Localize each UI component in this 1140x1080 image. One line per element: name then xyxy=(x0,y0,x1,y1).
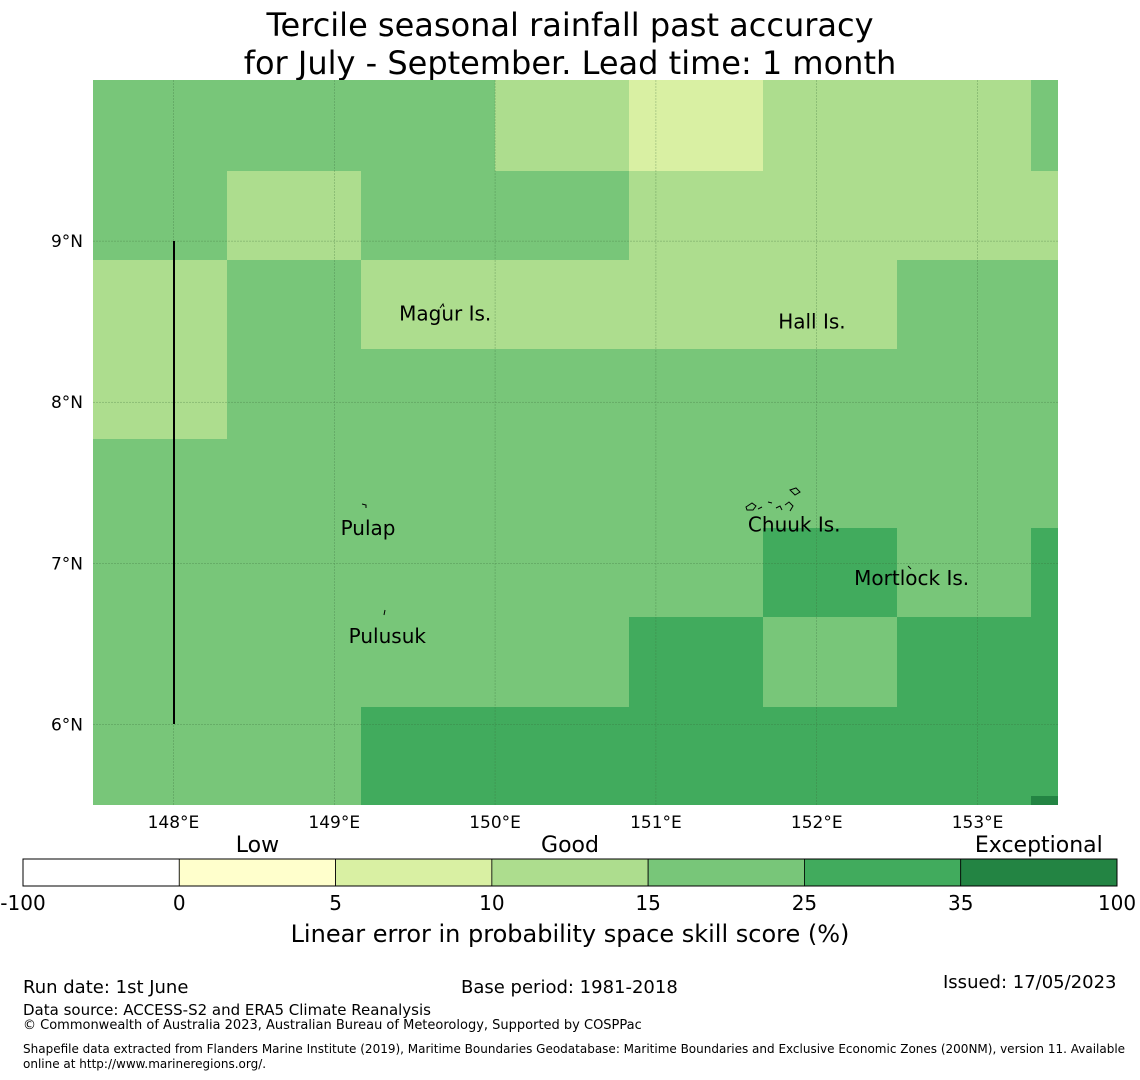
colorbar-tick-label: 25 xyxy=(792,891,817,915)
island-outlines xyxy=(361,302,912,616)
colorbar-segment xyxy=(22,858,180,887)
lat-tick-label: 7°N xyxy=(51,554,83,574)
longitude-labels: 148°E 149°E 150°E 151°E 152°E 153°E xyxy=(148,813,1004,833)
place-label: Pulap xyxy=(341,516,396,540)
map-title-line-1: Tercile seasonal rainfall past accuracy xyxy=(266,6,874,44)
map-title-line-2: for July - September. Lead time: 1 month xyxy=(243,44,897,82)
colorbar-tick-label: 15 xyxy=(635,891,660,915)
lat-tick-label: 9°N xyxy=(51,232,83,252)
lon-tick-label: 148°E xyxy=(148,813,200,833)
colorbar-tick-label: 100 xyxy=(1098,891,1136,915)
colorbar-segment xyxy=(178,858,336,887)
colorbar-tick-label: 10 xyxy=(479,891,504,915)
shapefile-credit-line-2: online at http://www.marineregions.org/. xyxy=(23,1057,267,1071)
base-period: Base period: 1981-2018 xyxy=(461,977,678,998)
lon-tick-label: 149°E xyxy=(308,813,360,833)
colorbar-segment xyxy=(335,858,493,887)
run-date: Run date: 1st June xyxy=(23,977,189,998)
colorbar-category-label: Exceptional xyxy=(975,833,1103,858)
colorbar-segment xyxy=(491,858,649,887)
colorbar-tick-label: 35 xyxy=(948,891,973,915)
lon-tick-label: 153°E xyxy=(952,813,1004,833)
colorbar-label: Linear error in probability space skill … xyxy=(291,920,850,948)
colorbar-tick-label: 5 xyxy=(329,891,342,915)
colorbar-segment xyxy=(960,858,1118,887)
colorbar-tick-label: 0 xyxy=(173,891,186,915)
lon-tick-label: 152°E xyxy=(791,813,843,833)
colorbar: -100 0 5 10 15 25 35 100 Low Good Exceptional xyxy=(0,833,1136,915)
colorbar-category-label: Good xyxy=(541,833,599,858)
latitude-labels: 6°N 7°N 8°N 9°N xyxy=(51,232,83,735)
colorbar-tick-label: -100 xyxy=(0,891,45,915)
lon-tick-label: 150°E xyxy=(469,813,521,833)
place-label: Chuuk Is. xyxy=(748,513,841,537)
map-and-colorbar: 6°N 7°N 8°N 9°N 148°E 149°E 150°E 151°E 152°E 15… xyxy=(0,80,1136,948)
shapefile-credit-line-1: Shapefile data extracted from Flanders M… xyxy=(23,1042,1126,1056)
pulap-island-outline xyxy=(361,503,367,508)
pulusuk-island-outline xyxy=(383,609,386,616)
data-source: Data source: ACCESS-S2 and ERA5 Climate … xyxy=(23,1001,431,1019)
place-label: Mortlock Is. xyxy=(854,566,969,590)
lat-tick-label: 8°N xyxy=(51,393,83,413)
issued-date: Issued: 17/05/2023 xyxy=(943,972,1117,993)
place-label: Hall Is. xyxy=(778,310,845,334)
mortlock-island-outline xyxy=(907,565,912,570)
chuuk-island-outline xyxy=(745,487,801,512)
colorbar-segment xyxy=(647,858,805,887)
place-label: Magur Is. xyxy=(399,302,491,326)
place-labels: Magur Is. Hall Is. Pulap Chuuk Is. Mortlock … xyxy=(341,302,970,648)
magur-island-outline xyxy=(439,302,445,309)
colorbar-category-label: Low xyxy=(236,833,279,858)
colorbar-frame xyxy=(22,858,1118,887)
lon-tick-label: 151°E xyxy=(630,813,682,833)
colorbar-segment xyxy=(804,858,962,887)
place-label: Pulusuk xyxy=(349,624,427,648)
skill-grid xyxy=(93,80,1058,805)
lat-tick-label: 6°N xyxy=(51,715,83,735)
copyright: © Commonwealth of Australia 2023, Austra… xyxy=(23,1018,642,1033)
